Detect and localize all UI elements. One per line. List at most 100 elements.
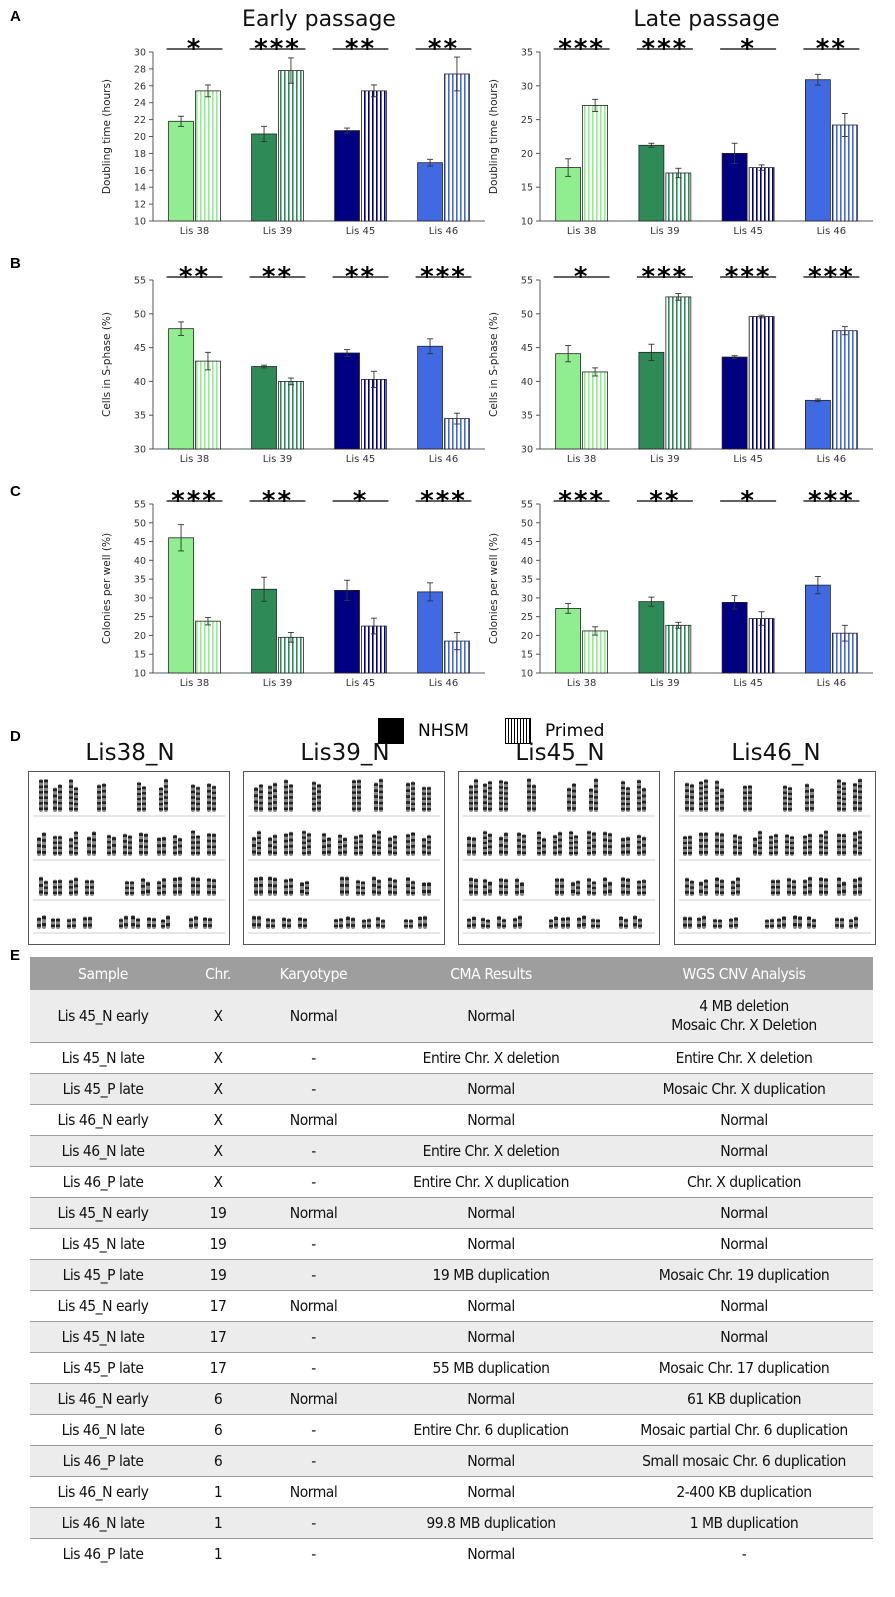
chromosome-band [406, 851, 410, 854]
chromosome-band [139, 833, 143, 836]
chromosome [594, 778, 598, 812]
y-tick-label: 26 [134, 81, 146, 92]
chromosome-band [467, 843, 471, 847]
bar-lis-46-primed [831, 330, 858, 450]
chromosome-band [411, 782, 415, 785]
chromosome-band [488, 792, 492, 795]
chromosome-band [743, 802, 747, 805]
chromosome-band [683, 836, 687, 840]
chromosome-band [842, 889, 846, 893]
chromosome-band [792, 886, 796, 889]
chromosome-band [574, 851, 578, 855]
chromosome-band [810, 807, 814, 810]
chromosome-band [819, 851, 823, 854]
chromosome-band [388, 837, 392, 841]
x-tick-label: Lis 45 [733, 226, 762, 237]
cell-chr: 1 [176, 1507, 260, 1539]
chromosome-band [273, 835, 277, 838]
chromosome-band [743, 786, 747, 789]
chromosome [574, 834, 578, 856]
cell-sample: Lis 46_N late [30, 1507, 176, 1539]
chromosome-band [302, 836, 306, 839]
chromosome-band [504, 885, 508, 888]
chromosome-band [74, 787, 78, 791]
chromosome-band [354, 846, 358, 850]
chromosome [411, 781, 415, 812]
chromosome-band [161, 920, 165, 923]
error-bar-lis-46-primed [453, 412, 460, 425]
chromosome-band [300, 889, 304, 894]
chromosome-band [377, 846, 381, 850]
chromosome-band [542, 850, 546, 854]
chromosome-band [162, 890, 166, 894]
chromosome-band [637, 835, 641, 838]
chromosome-band [42, 851, 46, 854]
chromosome-band [411, 891, 415, 895]
chromosome-band [699, 792, 703, 795]
chromosome-band [483, 891, 487, 894]
x-tick-label: Lis 45 [346, 678, 375, 689]
chromosome-band [374, 789, 378, 792]
cell-karyotype: - [260, 1321, 367, 1353]
chromosome-band [770, 924, 774, 928]
chromosome-band [53, 880, 57, 884]
chromosome-band [554, 923, 558, 927]
chromosome-band [720, 801, 724, 804]
chromosome-band [769, 851, 773, 855]
chromosome-band [637, 785, 641, 789]
chromosome-band [284, 785, 288, 789]
y-tick-label: 40 [521, 556, 533, 567]
chromosome-band [790, 836, 794, 840]
chromosome-band [499, 850, 503, 854]
chromosome-band [787, 884, 791, 888]
chromosome-band [842, 792, 846, 796]
chromosome-band [467, 919, 471, 922]
chromosome [621, 780, 625, 812]
chromosome-band [704, 780, 708, 783]
chromosome-band [637, 780, 641, 783]
chromosome-band [196, 802, 200, 806]
chromosome-band [254, 794, 258, 798]
cell-sample: Lis 46_N late [30, 1414, 176, 1446]
chromosome-band [619, 923, 623, 927]
chromosome-band [207, 884, 211, 888]
chromosome-band [173, 846, 177, 849]
chromosome-band [39, 877, 43, 881]
cell-cma-results: Normal [367, 1197, 615, 1229]
chromosome-band [621, 877, 625, 881]
chromosome-band [481, 918, 485, 922]
chromosome-band [44, 891, 48, 895]
table-header-row: Sample Chr. Karyotype CMA Results WGS CN… [30, 957, 873, 990]
chromosome [359, 833, 363, 856]
y-tick-label: 18 [134, 149, 146, 160]
cell-wgs-cnv-analysis: Normal [615, 1197, 873, 1229]
cell-wgs-cnv-analysis: 4 MB deletion Mosaic Chr. X Deletion [615, 990, 873, 1043]
table-row: Lis 46_P late 6- Normal Small mosaic Chr. 6… [30, 1445, 873, 1477]
chromosome-band [567, 788, 571, 792]
chromosome-band [273, 846, 277, 849]
chromosome-band [377, 891, 381, 894]
chromosome-band [572, 789, 576, 793]
chromosome [307, 832, 311, 856]
bar-lis-45-nhsm [721, 356, 748, 450]
y-tick-label: 35 [521, 411, 533, 422]
chromosome-band [592, 844, 596, 848]
chromosome-band [212, 797, 216, 800]
chromosome-band [273, 840, 277, 844]
error-bar-lis-39-primed [675, 621, 682, 629]
karyotype-chromosomes-lis38 [33, 778, 225, 934]
chromosome-band [139, 845, 143, 848]
chromosome-band [388, 850, 392, 854]
chromosome-band [322, 833, 326, 837]
chromosome-band [166, 923, 170, 927]
chromosome-band [808, 883, 812, 887]
bar-lis-38-primed [195, 620, 221, 674]
table-row: Lis 45_N early X Normal Normal 4 MB deletion… [30, 990, 873, 1043]
chromosome-band [139, 851, 143, 854]
chromosome-band [624, 924, 628, 928]
chromosome-band [853, 885, 857, 888]
chromosome-band [517, 833, 521, 836]
bar-lis-46-primed [444, 73, 470, 222]
chromosome-band [715, 850, 719, 854]
chromosome-band [504, 833, 508, 836]
